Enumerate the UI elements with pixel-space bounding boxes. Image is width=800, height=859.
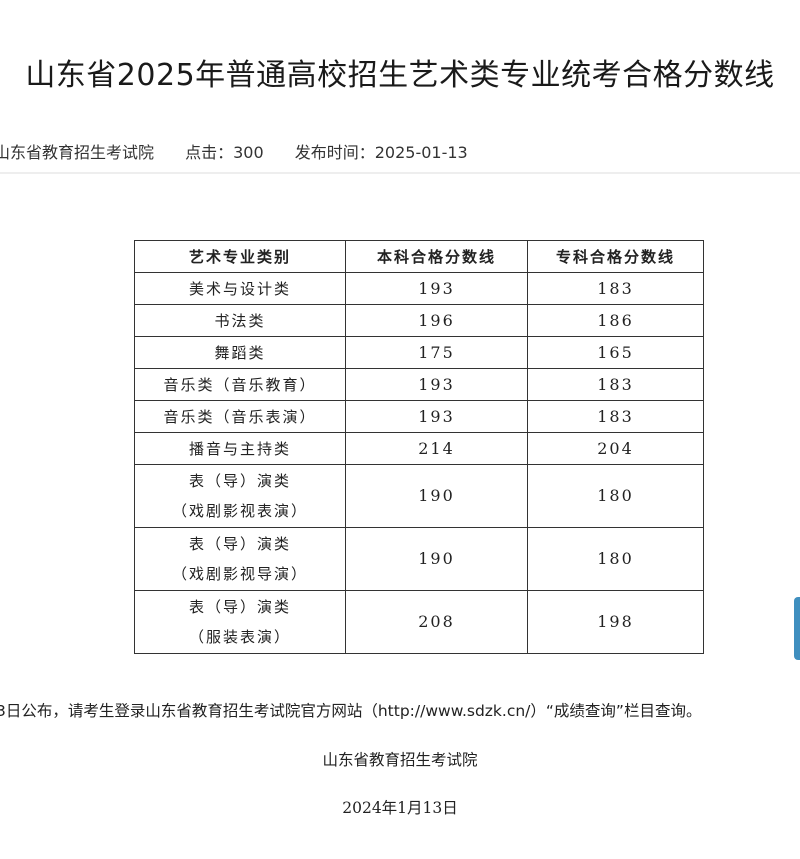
table-row: 播音与主持类 214 204 [134, 432, 704, 465]
undergrad-score-cell: 175 [345, 336, 528, 369]
junior-score-cell: 186 [527, 304, 704, 337]
table-row: 书法类 196 186 [134, 304, 704, 337]
category-line: （服装表演） [188, 628, 291, 646]
source-label: 山东省教育招生考试院 [0, 143, 155, 162]
publish-time: 发布时间：2025-01-13 [294, 143, 468, 162]
page-title: 山东省2025年普通高校招生艺术类专业统考合格分数线 [25, 58, 775, 93]
category-line: 音乐类（音乐表演） [163, 408, 317, 426]
category-line: 美术与设计类 [188, 280, 291, 298]
junior-score-cell: 165 [527, 336, 704, 369]
category-line: 舞蹈类 [214, 344, 266, 362]
undergrad-score-cell: 190 [345, 464, 528, 528]
junior-score-cell: 183 [527, 272, 704, 305]
junior-score-cell: 204 [527, 432, 704, 465]
undergrad-score-cell: 190 [345, 527, 528, 591]
category-cell: 播音与主持类 [134, 432, 346, 465]
table-row: 舞蹈类 175 165 [134, 336, 704, 369]
category-line: 表（导）演类 [188, 472, 291, 490]
undergrad-score-cell: 193 [345, 368, 528, 401]
signature-org: 山东省教育招生考试院 [322, 751, 478, 769]
junior-score-cell: 180 [527, 464, 704, 528]
undergrad-score-cell: 193 [345, 272, 528, 305]
undergrad-score-cell: 193 [345, 400, 528, 433]
article-meta: 山东省教育招生考试院 点击：300 发布时间：2025-01-13 [0, 139, 494, 163]
divider [0, 172, 800, 174]
category-line: （戏剧影视导演） [171, 565, 308, 583]
notice-text: 3日公布，请考生登录山东省教育招生考试院官方网站（http://www.sdzk… [0, 702, 702, 720]
table-row: 音乐类（音乐表演） 193 183 [134, 400, 704, 433]
junior-score-cell: 198 [527, 590, 704, 654]
signature-date: 2024年1月13日 [342, 799, 458, 817]
junior-score-cell: 183 [527, 368, 704, 401]
category-cell: 音乐类（音乐教育） [134, 368, 346, 401]
floating-side-button[interactable] [794, 597, 800, 660]
category-cell: 音乐类（音乐表演） [134, 400, 346, 433]
undergrad-score-cell: 196 [345, 304, 528, 337]
category-line: （戏剧影视表演） [171, 502, 308, 520]
table-row: 美术与设计类 193 183 [134, 272, 704, 305]
category-line: 音乐类（音乐教育） [163, 376, 317, 394]
junior-score-cell: 183 [527, 400, 704, 433]
category-cell: 表（导）演类 （服装表演） [134, 590, 346, 654]
category-cell: 表（导）演类 （戏剧影视表演） [134, 464, 346, 528]
table-row: 表（导）演类 （戏剧影视表演） 190 180 [134, 464, 704, 528]
junior-score-cell: 180 [527, 527, 704, 591]
header-junior: 专科合格分数线 [527, 240, 704, 273]
category-line: 表（导）演类 [188, 598, 291, 616]
table-row: 音乐类（音乐教育） 193 183 [134, 368, 704, 401]
category-line: 书法类 [214, 312, 266, 330]
header-undergrad: 本科合格分数线 [345, 240, 528, 273]
category-cell: 书法类 [134, 304, 346, 337]
table-row: 表（导）演类 （服装表演） 208 198 [134, 590, 704, 654]
click-count: 点击：300 [185, 143, 264, 162]
category-cell: 舞蹈类 [134, 336, 346, 369]
score-table: 艺术专业类别 本科合格分数线 专科合格分数线 美术与设计类 193 183 书法类 19… [134, 240, 704, 654]
category-cell: 美术与设计类 [134, 272, 346, 305]
undergrad-score-cell: 214 [345, 432, 528, 465]
header-category: 艺术专业类别 [134, 240, 346, 273]
table-row: 表（导）演类 （戏剧影视导演） 190 180 [134, 527, 704, 591]
category-line: 播音与主持类 [188, 440, 291, 458]
category-line: 表（导）演类 [188, 535, 291, 553]
category-cell: 表（导）演类 （戏剧影视导演） [134, 527, 346, 591]
undergrad-score-cell: 208 [345, 590, 528, 654]
